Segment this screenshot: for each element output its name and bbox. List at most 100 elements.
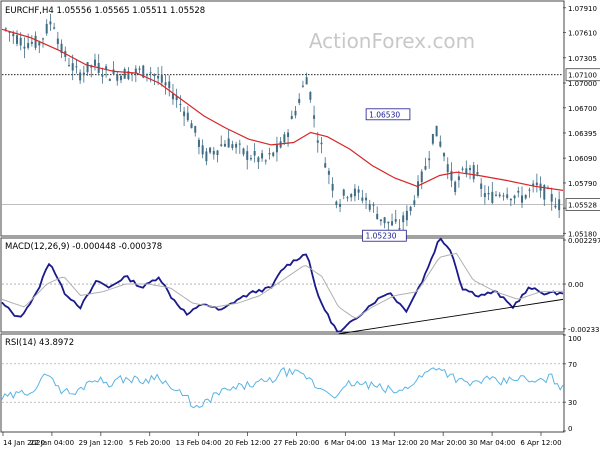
candle-body [469,167,472,171]
candle-body [472,165,475,180]
candle-body [439,141,442,147]
x-tick-label: 30 Mar 04:00 [469,439,516,447]
candle-body [476,171,479,175]
candle-body [402,215,405,223]
candle-body [257,157,260,162]
candle-body [431,134,434,144]
candle-body [398,228,401,230]
x-tick-label: 27 Feb 20:00 [273,439,319,447]
candle-body [513,195,516,199]
candle-body [446,164,449,173]
candle-body [543,185,546,200]
candle-body [532,183,535,186]
candle-body [194,126,197,133]
candle-body [131,72,134,74]
price-y-tick-label: 1.07610 [568,30,597,38]
candle-body [327,170,330,175]
price-y-tick-label: 1.07910 [568,5,597,13]
candle-body [428,158,431,161]
candle-body [67,65,70,67]
candle-body [320,142,323,145]
price-y-tick-label: 1.06700 [568,105,597,113]
candle-body [275,144,278,153]
candle-body [138,68,141,70]
candle-body [409,206,412,212]
candle-body [249,158,252,160]
price-annotation-label: 1.05230 [366,232,397,241]
candle-body [223,143,226,147]
macd-panel-frame [0,237,565,333]
macd-line [1,237,564,333]
price-y-tick-label: 1.05790 [568,180,597,188]
candle-body [261,153,264,159]
candle-body [420,171,423,183]
candle-body [145,73,148,76]
candle-body [197,139,200,147]
rsi-y-tick-label: 30 [568,399,577,407]
candle-body [335,201,338,206]
candle-body [294,110,297,116]
candle-body [220,144,223,146]
candle-body [190,123,193,129]
candle-body [528,189,531,191]
candle-body [480,183,483,189]
candle-body [450,170,453,181]
candle-body [376,213,379,220]
axis-labels-layer: 1.07910 1.07610 1.07305 1.07000 1.06700 1.063… [2,5,600,447]
candle-body [405,210,408,221]
candle-body [41,38,44,40]
candle-body [38,42,41,46]
candle-body [524,194,527,199]
candle-body [361,197,364,201]
candle-body [171,93,174,100]
candle-body [283,134,286,143]
candle-body [45,23,48,34]
candle-body [157,76,160,79]
macd-series-layer [1,237,564,335]
candle-body [30,41,33,44]
candle-body [75,66,78,68]
signal-line [1,252,564,319]
candle-body [342,189,345,196]
price-annotation-box [362,229,407,242]
candle-body [483,193,486,198]
candle-body [242,148,245,155]
candle-body [331,183,334,191]
x-tick-label: 22 Jan 04:00 [30,439,74,447]
macd-panel-title: MACD(12,26,9) -0.000448 -0.000378 [5,242,162,252]
candle-body [379,219,382,222]
candle-body [457,176,460,181]
candle-body [550,194,553,202]
macd-y-tick-label: 0.00 [568,281,584,289]
candle-body [506,194,509,198]
candle-body [324,163,327,168]
current-price-label-box [565,198,600,211]
candle-body [301,85,304,87]
macd-trendline [338,298,564,335]
level-line-label: 1.07100 [568,72,597,80]
candle-body [142,65,145,78]
candle-body [179,103,182,105]
candle-body [246,151,249,160]
candle-body [272,152,275,156]
candle-body [153,74,156,77]
candle-body [209,147,212,153]
candle-body [235,144,238,148]
price-panel-frame [0,0,565,237]
candle-body [231,144,234,148]
candle-body [186,112,189,121]
candle-body [290,116,293,119]
candle-body [558,199,561,211]
candle-body [435,125,438,137]
candle-body [164,82,167,86]
candle-body [79,72,82,81]
candle-body [56,38,59,45]
rsi-y-tick-label: 0 [568,425,572,433]
candle-body [212,151,215,155]
candle-body [465,168,468,174]
macd-y-tick-label: 0.002297 [568,237,600,245]
candle-body [183,111,186,117]
candle-body [554,205,557,208]
